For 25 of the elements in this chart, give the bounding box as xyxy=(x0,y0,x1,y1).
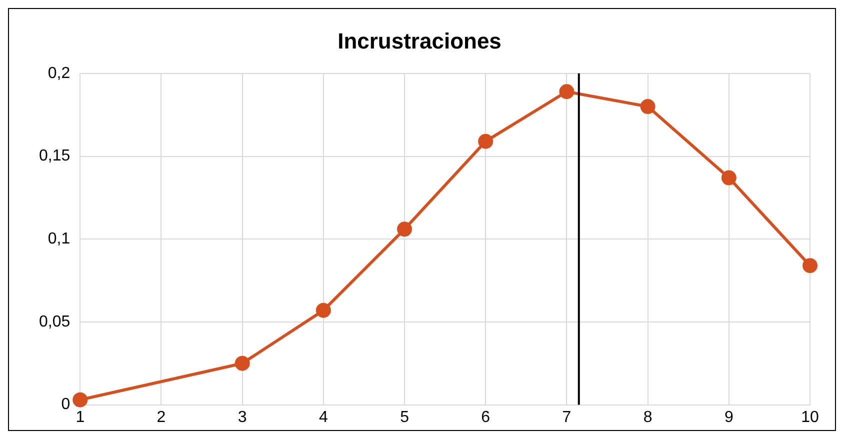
x-tick-label: 7 xyxy=(562,408,572,426)
point xyxy=(72,392,88,408)
point xyxy=(234,356,250,371)
point xyxy=(316,302,331,318)
x-tick-label: 8 xyxy=(643,408,652,426)
point xyxy=(721,170,736,186)
chart-title: Incrustraciones xyxy=(338,28,502,54)
x-tick-label: 9 xyxy=(724,408,734,426)
point xyxy=(802,258,818,274)
x-tick-label: 5 xyxy=(400,408,410,426)
x-tick-label: 2 xyxy=(156,408,166,426)
x-tick-label: 10 xyxy=(801,408,819,426)
y-tick-label: 0,2 xyxy=(48,64,70,82)
x-tick-label: 6 xyxy=(481,408,490,426)
y-tick-label: 0,1 xyxy=(48,230,70,248)
point xyxy=(640,99,656,114)
x-tick-label: 4 xyxy=(318,408,328,426)
point xyxy=(478,134,494,149)
point xyxy=(397,222,412,237)
y-tick-label: 0 xyxy=(61,396,70,414)
x-tick-label: 1 xyxy=(76,408,85,426)
y-tick-label: 0,15 xyxy=(39,148,70,165)
point xyxy=(559,84,574,100)
y-tick-label: 0,05 xyxy=(39,313,70,330)
x-tick-label: 3 xyxy=(238,408,247,426)
